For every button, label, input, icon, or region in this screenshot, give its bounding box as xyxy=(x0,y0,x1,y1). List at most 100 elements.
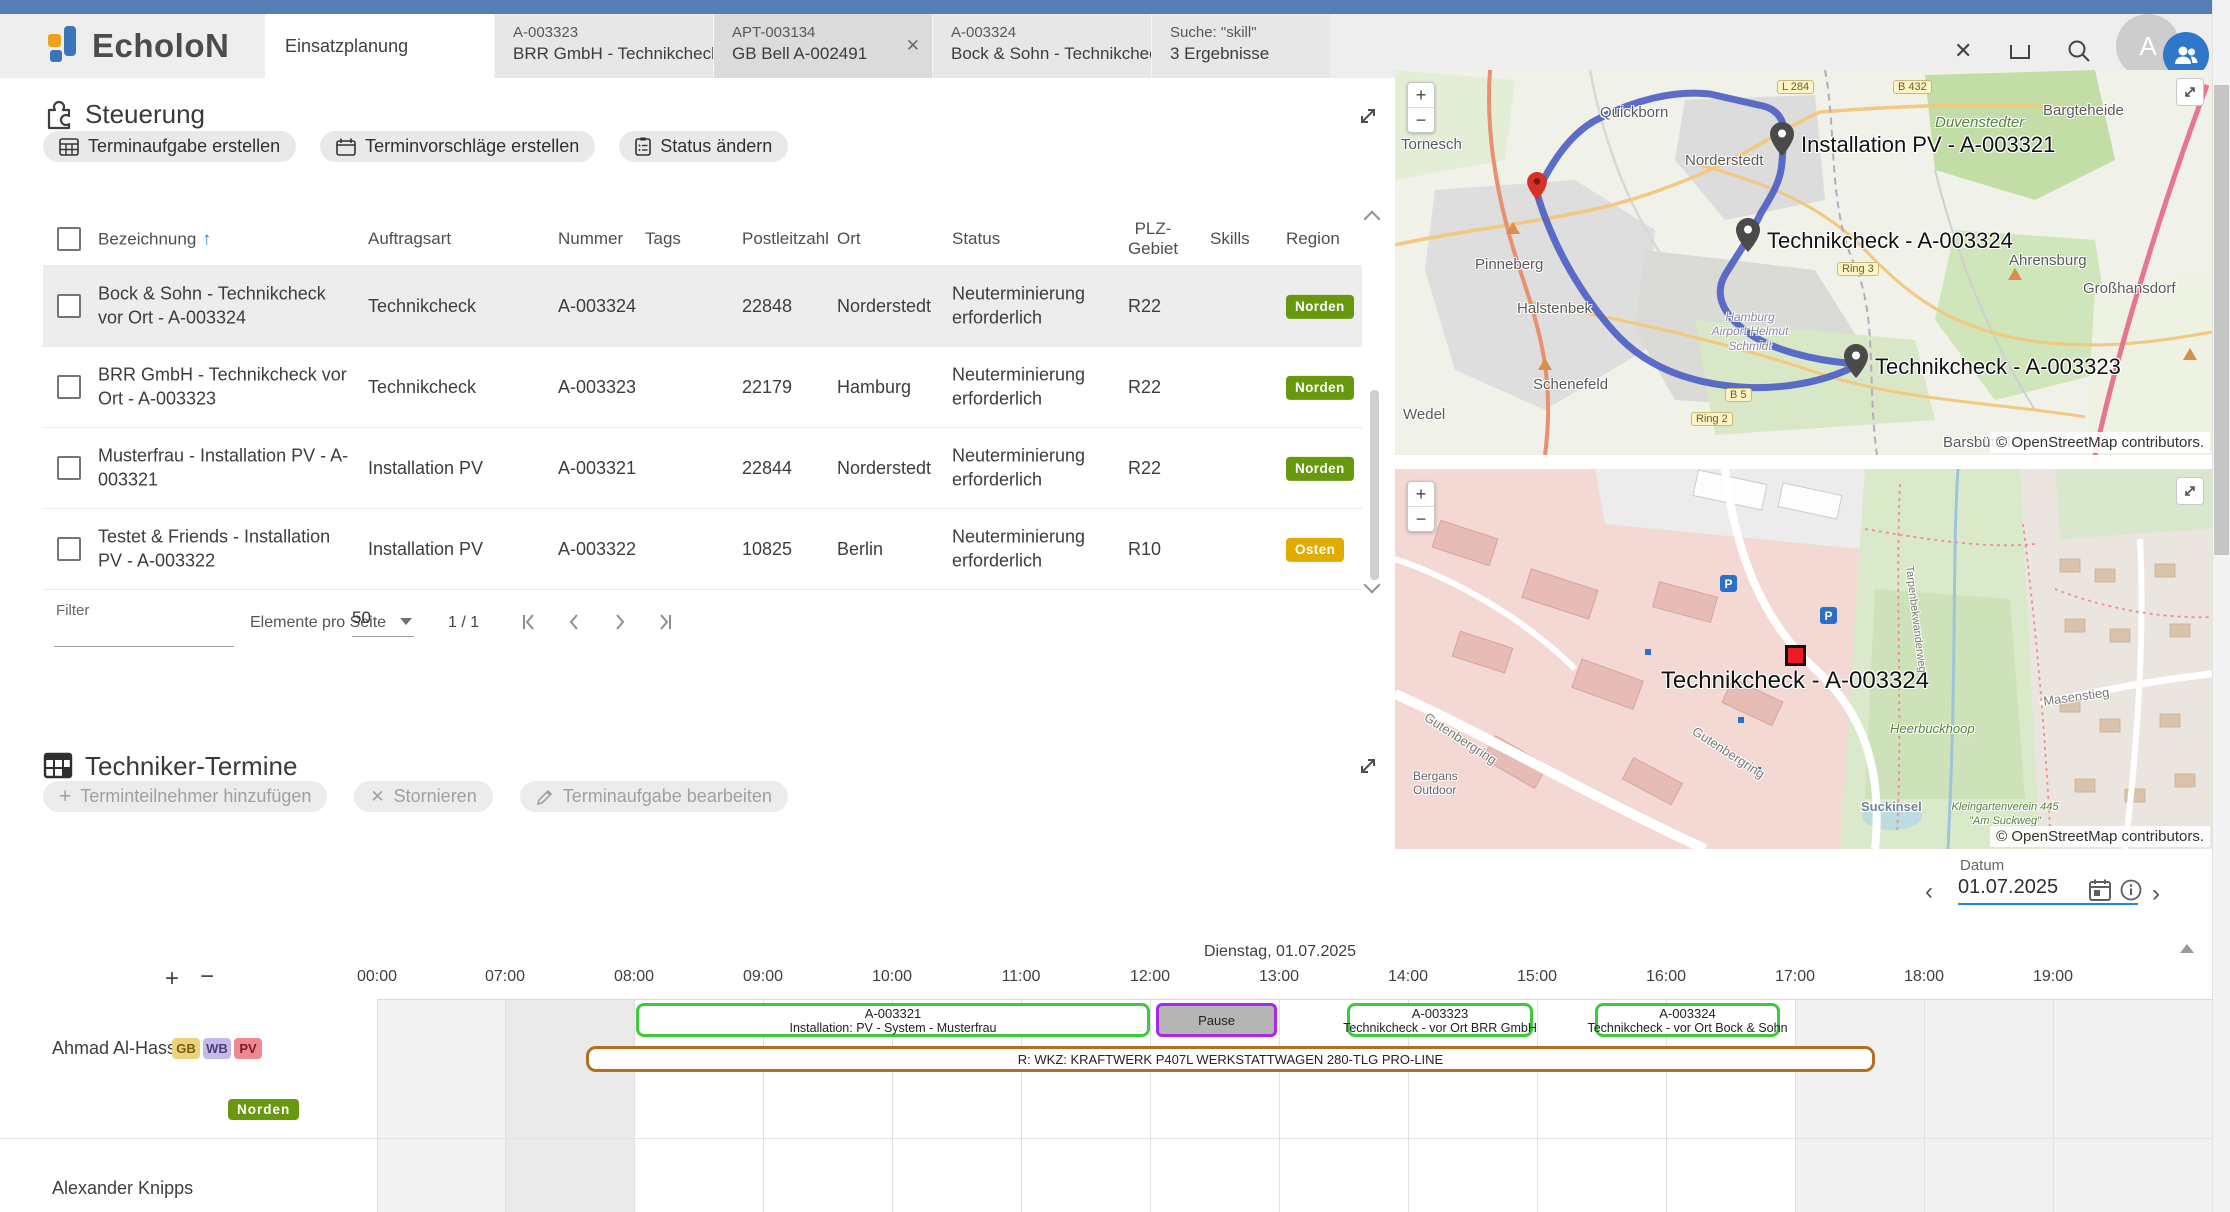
per-page-select[interactable]: 50 xyxy=(352,608,414,637)
steuerung-title: Steuerung xyxy=(85,99,205,130)
map-expand-icon[interactable] xyxy=(2176,477,2204,505)
task-bar-a-003324[interactable]: A-003324 Technikcheck - vor Ort Bock & S… xyxy=(1595,1003,1780,1037)
table-scrollbar-thumb[interactable] xyxy=(1370,390,1379,580)
tab-einsatzplanung[interactable]: Einsatzplanung xyxy=(265,14,494,78)
page-indicator: 1 / 1 xyxy=(448,614,479,632)
table-row[interactable]: BRR GmbH - Technikcheck vor Ort - A-0033… xyxy=(43,346,1362,428)
tab-suche-skill[interactable]: Suche: "skill" 3 Ergebnisse xyxy=(1151,14,1330,78)
table-row[interactable]: Musterfrau - Installation PV - A-003321 … xyxy=(43,427,1362,509)
next-day-icon[interactable]: › xyxy=(2152,880,2160,908)
prev-day-icon[interactable]: ‹ xyxy=(1925,878,1933,906)
column-header-plz-gebiet[interactable]: PLZ- Gebiet xyxy=(1118,219,1188,259)
techniker-termine-icon xyxy=(43,750,73,780)
restore-window-icon[interactable] xyxy=(2008,42,2032,62)
table-header-row: Bezeichnung↑ Auftragsart Nummer Tags Pos… xyxy=(43,212,1362,265)
column-header-tags[interactable]: Tags xyxy=(645,229,681,249)
timeline-day-header: Dienstag, 01.07.2025 xyxy=(1150,943,1410,961)
cell-bezeichnung: BRR GmbH - Technikcheck vor Ort - A-0033… xyxy=(98,362,350,411)
plus-icon: + xyxy=(59,788,71,806)
map-pin-a-003324[interactable] xyxy=(1735,218,1761,252)
table-scroll-down-icon[interactable] xyxy=(1366,578,1378,596)
map-place: Duvenstedter xyxy=(1935,114,2024,131)
timeline-zoom-out-button[interactable]: − xyxy=(200,963,214,991)
row-checkbox[interactable] xyxy=(57,456,81,480)
page-scrollbar-thumb[interactable] xyxy=(2214,85,2229,555)
map-square-marker[interactable] xyxy=(1785,645,1806,666)
technician-name[interactable]: Alexander Knipps xyxy=(52,1178,193,1199)
task-label: Technikcheck - vor Ort Bock & Sohn xyxy=(1587,1021,1787,1035)
marker-label: Technikcheck - A-003324 xyxy=(1767,228,2013,254)
map-zoom-control[interactable]: + − xyxy=(1407,82,1435,133)
terminteilnehmer-hinzufuegen-button[interactable]: + Terminteilnehmer hinzufügen xyxy=(43,781,327,812)
column-header-bezeichnung[interactable]: Bezeichnung↑ xyxy=(98,228,211,249)
map-pin-a-003323[interactable] xyxy=(1843,344,1869,378)
select-all-checkbox[interactable] xyxy=(57,227,81,251)
info-icon[interactable] xyxy=(2120,879,2142,901)
map-place: Pinneberg xyxy=(1475,256,1543,273)
detail-map[interactable]: P P Technikcheck - A-003324 Gutenbergrin… xyxy=(1395,469,2212,849)
map-place: Schenefeld xyxy=(1533,376,1608,393)
table-row[interactable]: Bock & Sohn - Technikcheck vor Ort - A-0… xyxy=(43,265,1362,347)
column-header-region[interactable]: Region xyxy=(1286,229,1340,249)
row-checkbox[interactable] xyxy=(57,294,81,318)
column-header-nummer[interactable]: Nummer xyxy=(558,229,623,249)
column-header-ort[interactable]: Ort xyxy=(837,229,861,249)
map-zoom-control[interactable]: + − xyxy=(1407,481,1435,532)
table-scroll-up-icon[interactable] xyxy=(1366,212,1378,230)
terminaufgabe-erstellen-button[interactable]: Terminaufgabe erstellen xyxy=(43,131,296,162)
cell-auftragsart: Installation PV xyxy=(368,536,483,560)
pagination-controls xyxy=(518,612,676,632)
tab-a-003323[interactable]: A-003323 BRR GmbH - Technikcheck vo xyxy=(494,14,713,78)
terminvorschlaege-erstellen-button[interactable]: Terminvorschläge erstellen xyxy=(320,131,595,162)
row-checkbox[interactable] xyxy=(57,537,81,561)
column-header-skills[interactable]: Skills xyxy=(1210,229,1250,249)
status-aendern-button[interactable]: Status ändern xyxy=(619,131,788,162)
route-map[interactable]: Norderstedt Quickborn Pinneberg Halstenb… xyxy=(1395,70,2212,455)
steuerung-expand-icon[interactable] xyxy=(1356,104,1380,128)
sort-asc-icon[interactable]: ↑ xyxy=(202,228,211,248)
column-header-postleitzahl[interactable]: Postleitzahl xyxy=(742,229,829,249)
map-expand-icon[interactable] xyxy=(2176,78,2204,106)
cell-auftragsart: Installation PV xyxy=(368,455,483,479)
map-attribution[interactable]: © OpenStreetMap contributors. xyxy=(1990,432,2210,453)
map-pin-start[interactable] xyxy=(1527,172,1553,206)
tab-close-icon[interactable]: ✕ xyxy=(906,36,920,56)
cell-plz-gebiet: R10 xyxy=(1128,536,1161,560)
stornieren-button[interactable]: ✕ Stornieren xyxy=(354,781,492,812)
first-page-icon[interactable] xyxy=(518,612,538,632)
timeline-zoom-in-button[interactable]: + xyxy=(165,965,179,993)
pause-bar[interactable]: Pause xyxy=(1156,1003,1277,1037)
tab-title: GB Bell A-002491 xyxy=(732,44,932,64)
techniker-termine-title: Techniker-Termine xyxy=(85,751,297,782)
zoom-out-button[interactable]: − xyxy=(1408,507,1434,531)
zoom-in-button[interactable]: + xyxy=(1408,482,1434,507)
cell-plz: 22179 xyxy=(742,374,792,398)
terminaufgabe-bearbeiten-button[interactable]: Terminaufgabe bearbeiten xyxy=(520,781,788,812)
map-attribution[interactable]: © OpenStreetMap contributors. xyxy=(1990,826,2210,847)
search-icon[interactable] xyxy=(2066,38,2092,64)
app-logo[interactable]: EcholoN xyxy=(48,26,229,66)
task-bar-a-003321[interactable]: A-003321 Installation: PV - System - Mus… xyxy=(636,1003,1150,1037)
close-window-icon[interactable]: ✕ xyxy=(1954,38,1972,64)
clipboard-icon xyxy=(635,137,651,156)
timeline-scroll-up-icon[interactable] xyxy=(2180,944,2194,953)
filter-input[interactable] xyxy=(54,622,234,647)
column-header-auftragsart[interactable]: Auftragsart xyxy=(368,229,451,249)
time-tick: 19:00 xyxy=(2023,968,2083,986)
calendar-picker-icon[interactable] xyxy=(2088,878,2112,902)
zoom-out-button[interactable]: − xyxy=(1408,108,1434,132)
table-row[interactable]: Testet & Friends - Installation PV - A-0… xyxy=(43,508,1362,590)
zoom-in-button[interactable]: + xyxy=(1408,83,1434,108)
prev-page-icon[interactable] xyxy=(564,612,584,632)
tab-a-003324[interactable]: A-003324 Bock & Sohn - Technikcheck xyxy=(932,14,1151,78)
map-pin-a-003321[interactable] xyxy=(1769,122,1795,156)
column-header-status[interactable]: Status xyxy=(952,229,1000,249)
resource-bar[interactable]: R: WKZ: KRAFTWERK P407L WERKSTATTWAGEN 2… xyxy=(586,1046,1875,1072)
techniker-expand-icon[interactable] xyxy=(1356,754,1380,778)
tab-apt-003134[interactable]: APT-003134 GB Bell A-002491 ✕ xyxy=(713,14,932,78)
last-page-icon[interactable] xyxy=(656,612,676,632)
row-checkbox[interactable] xyxy=(57,375,81,399)
time-tick: 18:00 xyxy=(1894,968,1954,986)
task-bar-a-003323[interactable]: A-003323 Technikcheck - vor Ort BRR GmbH xyxy=(1347,1003,1533,1037)
next-page-icon[interactable] xyxy=(610,612,630,632)
